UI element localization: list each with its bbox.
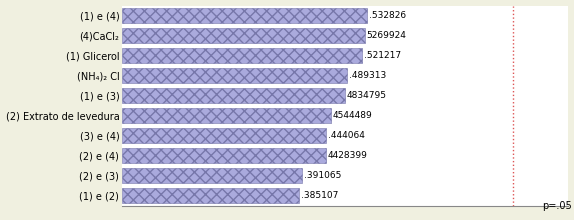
Bar (122, 48, 362, 63)
Bar (122, 148, 326, 163)
Text: .444064: .444064 (328, 131, 365, 140)
Bar (122, 188, 299, 204)
Bar (122, 68, 347, 83)
Bar (122, 28, 364, 43)
Bar (122, 168, 302, 183)
Bar (122, 88, 344, 103)
Text: .489313: .489313 (349, 71, 386, 80)
Text: .532826: .532826 (369, 11, 406, 20)
Text: .521217: .521217 (364, 51, 401, 60)
Text: p=.05: p=.05 (542, 201, 572, 211)
Bar (122, 128, 327, 143)
Text: 5269924: 5269924 (366, 31, 406, 40)
Text: 4834795: 4834795 (346, 91, 386, 100)
Text: .391065: .391065 (304, 171, 342, 180)
Text: .385107: .385107 (301, 191, 339, 200)
Text: 4428399: 4428399 (328, 151, 367, 160)
Text: 4544489: 4544489 (333, 111, 373, 120)
Bar (122, 108, 331, 123)
Bar (122, 8, 367, 23)
